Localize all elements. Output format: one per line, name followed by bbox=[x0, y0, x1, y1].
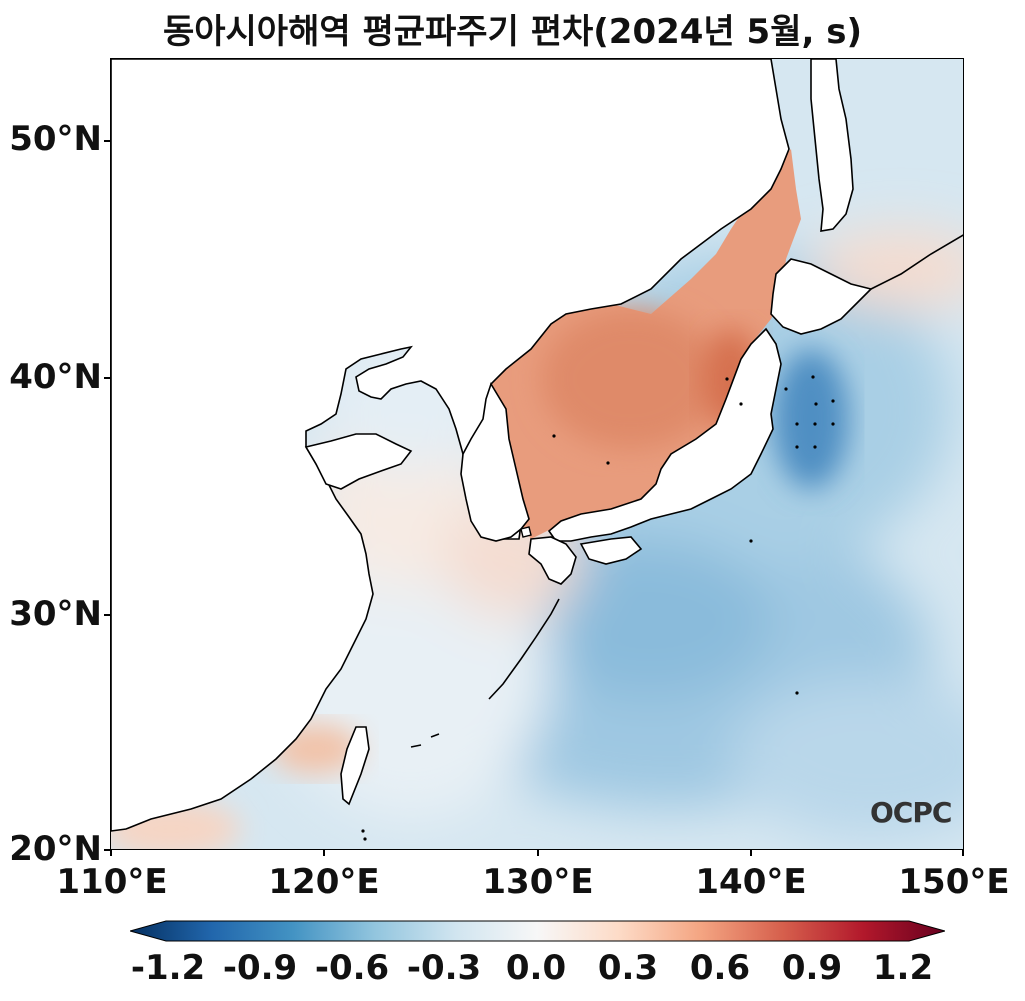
colorbar bbox=[130, 920, 945, 942]
colorbar-label: -0.6 bbox=[314, 948, 390, 988]
colorbar-label: -1.2 bbox=[130, 948, 206, 988]
island-dots bbox=[361, 375, 835, 841]
lat-tick-label: 20°N bbox=[9, 829, 102, 869]
land-kyushu bbox=[528, 536, 577, 585]
anomaly-map bbox=[111, 59, 963, 849]
lon-tick-label: 130°E bbox=[482, 862, 594, 902]
lat-tick-label: 40°N bbox=[9, 357, 102, 397]
land-honshu bbox=[547, 327, 782, 542]
colorbar-label: 0.9 bbox=[781, 948, 843, 988]
colorbar-label: 0.6 bbox=[689, 948, 751, 988]
land-shikoku bbox=[579, 536, 643, 565]
land-korea bbox=[460, 382, 530, 542]
lon-tick-label: 120°E bbox=[268, 862, 380, 902]
negative-anomaly-core bbox=[773, 349, 849, 489]
colorbar-label: -0.3 bbox=[406, 948, 482, 988]
colorbar-label: -0.9 bbox=[222, 948, 298, 988]
colorbar-label: 0.0 bbox=[505, 948, 567, 988]
map-panel bbox=[110, 58, 964, 850]
map-title: 동아시아해역 평균파주기 편차(2024년 5월, s) bbox=[162, 12, 863, 52]
ryukyu-islands bbox=[410, 598, 560, 748]
lat-tick-label: 50°N bbox=[9, 119, 102, 159]
lon-tick-label: 150°E bbox=[898, 862, 1010, 902]
lon-tick-label: 110°E bbox=[56, 862, 168, 902]
lat-tick-label: 30°N bbox=[9, 594, 102, 634]
land-hokkaido bbox=[770, 258, 873, 335]
ocpc-logo: OCPC bbox=[870, 796, 952, 829]
colorbar-gradient bbox=[130, 920, 945, 942]
colorbar-label: 0.3 bbox=[597, 948, 659, 988]
lon-tick-label: 140°E bbox=[695, 862, 807, 902]
land-asia bbox=[111, 59, 790, 832]
land-taiwan bbox=[340, 726, 370, 806]
colorbar-label: 1.2 bbox=[872, 948, 934, 988]
land-sakhalin bbox=[810, 59, 854, 232]
